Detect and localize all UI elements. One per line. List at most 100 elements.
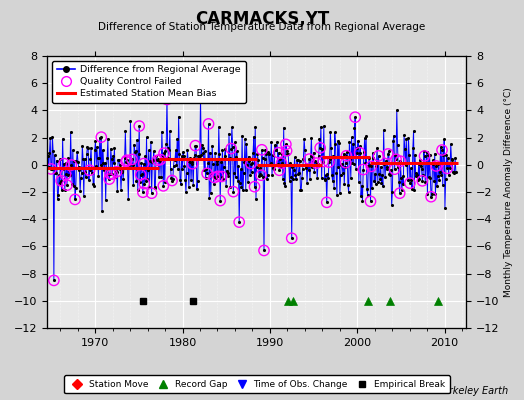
Point bbox=[189, 182, 198, 188]
Point bbox=[163, 144, 172, 151]
Point bbox=[336, 172, 345, 178]
Point bbox=[45, 164, 53, 170]
Point bbox=[310, 169, 319, 175]
Point bbox=[173, 136, 181, 142]
Point bbox=[433, 173, 442, 180]
Point bbox=[214, 124, 223, 130]
Point bbox=[338, 161, 346, 167]
Point bbox=[77, 174, 85, 181]
Point bbox=[339, 170, 347, 176]
Point bbox=[163, 96, 171, 103]
Point bbox=[305, 156, 313, 162]
Point bbox=[191, 142, 200, 149]
Point bbox=[423, 191, 432, 198]
Point bbox=[372, 163, 380, 169]
Point bbox=[249, 134, 258, 140]
Point bbox=[212, 158, 221, 164]
Point bbox=[364, 162, 373, 169]
Point bbox=[227, 145, 235, 152]
Text: CARMACKS,YT: CARMACKS,YT bbox=[195, 10, 329, 28]
Point bbox=[199, 145, 207, 151]
Point bbox=[420, 148, 428, 155]
Point bbox=[323, 171, 332, 177]
Point bbox=[184, 158, 192, 164]
Point bbox=[351, 114, 359, 120]
Point bbox=[219, 176, 227, 182]
Point bbox=[55, 172, 63, 178]
Point bbox=[110, 144, 118, 151]
Point bbox=[424, 173, 433, 180]
Point bbox=[160, 179, 169, 185]
Point bbox=[90, 183, 98, 189]
Point bbox=[392, 156, 400, 162]
Point bbox=[398, 187, 406, 193]
Point bbox=[269, 165, 278, 172]
Point bbox=[340, 180, 348, 187]
Point bbox=[291, 172, 300, 178]
Point bbox=[212, 174, 220, 181]
Point bbox=[196, 94, 205, 100]
Point bbox=[411, 152, 419, 158]
Point bbox=[105, 176, 114, 182]
Point bbox=[121, 154, 129, 161]
Point bbox=[422, 148, 431, 155]
Point bbox=[404, 135, 412, 141]
Point bbox=[344, 182, 352, 188]
Point bbox=[277, 164, 285, 170]
Point bbox=[160, 150, 168, 156]
Point bbox=[444, 172, 453, 179]
Point bbox=[163, 96, 171, 103]
Point bbox=[340, 150, 348, 157]
Point bbox=[368, 150, 377, 156]
Point bbox=[68, 180, 77, 187]
Point bbox=[376, 176, 384, 182]
Point bbox=[47, 166, 55, 172]
Point bbox=[277, 160, 286, 166]
Point bbox=[424, 152, 432, 158]
Point bbox=[366, 198, 375, 204]
Point bbox=[282, 148, 291, 154]
Point bbox=[280, 179, 289, 186]
Point bbox=[111, 174, 119, 180]
Point bbox=[374, 153, 383, 159]
Point bbox=[114, 156, 122, 163]
Point bbox=[380, 161, 389, 167]
Point bbox=[342, 152, 351, 159]
Point bbox=[264, 172, 272, 178]
Point bbox=[122, 158, 130, 165]
Point bbox=[271, 147, 280, 154]
Point bbox=[282, 148, 291, 154]
Point bbox=[160, 150, 168, 156]
Point bbox=[443, 165, 451, 172]
Point bbox=[405, 152, 413, 158]
Point bbox=[427, 194, 435, 200]
Point bbox=[61, 187, 69, 193]
Point bbox=[275, 150, 283, 156]
Point bbox=[125, 162, 133, 168]
Point bbox=[428, 161, 436, 167]
Point bbox=[300, 136, 308, 142]
Point bbox=[234, 163, 243, 169]
Point bbox=[61, 171, 70, 178]
Point bbox=[258, 146, 266, 153]
Point bbox=[122, 158, 130, 165]
Point bbox=[136, 179, 144, 186]
Point bbox=[91, 138, 100, 144]
Point bbox=[206, 190, 215, 196]
Point bbox=[218, 146, 226, 153]
Point bbox=[177, 180, 185, 187]
Point bbox=[312, 160, 321, 166]
Point bbox=[210, 174, 219, 181]
Point bbox=[290, 167, 298, 174]
Point bbox=[253, 164, 261, 171]
Point bbox=[180, 153, 188, 160]
Point bbox=[307, 134, 315, 141]
Point bbox=[270, 166, 278, 172]
Point bbox=[306, 176, 314, 183]
Point bbox=[106, 146, 115, 152]
Point bbox=[418, 166, 426, 172]
Point bbox=[329, 153, 337, 159]
Point bbox=[139, 160, 148, 167]
Point bbox=[269, 152, 277, 158]
Point bbox=[63, 155, 72, 161]
